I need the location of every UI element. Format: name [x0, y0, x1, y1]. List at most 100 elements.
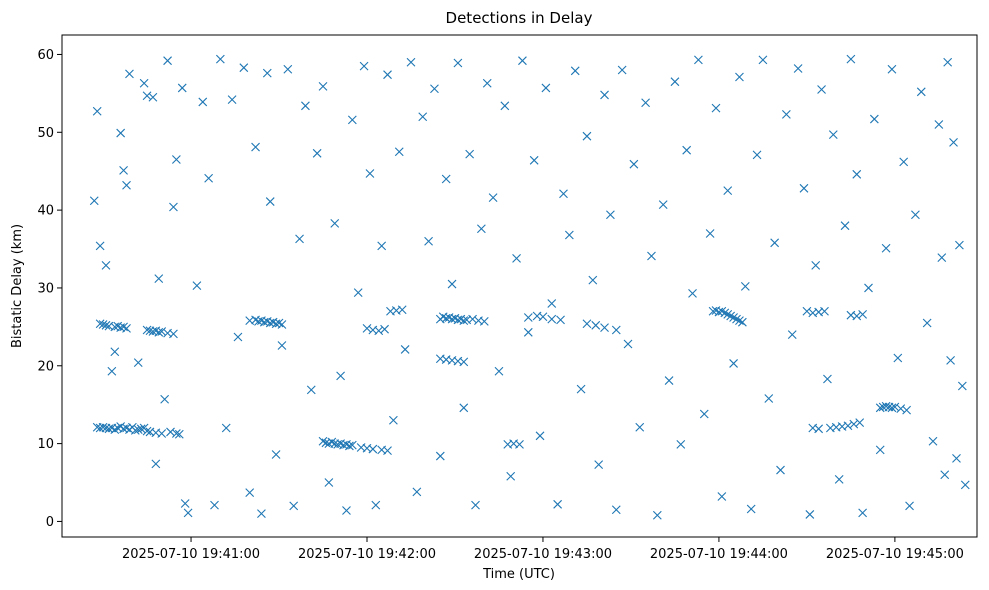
data-point-marker	[148, 92, 158, 102]
data-point-marker	[834, 475, 844, 484]
data-point-marker	[488, 193, 498, 203]
data-point-marker	[397, 305, 407, 315]
data-point-marker	[629, 159, 639, 169]
data-point-marker	[239, 63, 249, 73]
data-point-marker	[538, 312, 548, 322]
data-point-marker	[459, 357, 469, 367]
data-point-marker	[98, 320, 108, 329]
data-point-marker	[312, 148, 322, 158]
data-point-marker	[198, 97, 208, 107]
data-point-marker	[136, 424, 146, 434]
y-tick-label: 50	[37, 126, 54, 141]
data-point-marker	[251, 142, 260, 152]
y-tick-label: 30	[37, 281, 54, 296]
y-tick-label: 60	[37, 48, 54, 63]
data-point-marker	[368, 444, 378, 454]
data-point-marker	[682, 145, 692, 155]
data-point-marker	[383, 446, 392, 455]
data-point-marker	[676, 439, 686, 449]
data-point-marker	[359, 61, 369, 71]
data-point-marker	[133, 425, 143, 434]
data-point-marker	[764, 394, 774, 403]
data-point-marker	[342, 506, 351, 515]
data-point-marker	[125, 69, 134, 79]
data-point-marker	[119, 322, 128, 332]
y-tick-label: 40	[37, 204, 54, 219]
data-point-marker	[694, 55, 703, 65]
x-tick-label: 2025-07-10 19:44:00	[650, 547, 788, 562]
data-point-marker	[430, 84, 439, 94]
data-point-marker	[151, 459, 161, 469]
data-point-marker	[110, 347, 120, 357]
data-point-marker	[814, 424, 824, 434]
data-point-marker	[828, 130, 838, 140]
data-point-marker	[858, 310, 868, 319]
y-tick-label: 20	[37, 359, 54, 374]
data-point-marker	[163, 56, 172, 66]
data-point-marker	[154, 327, 164, 337]
data-point-marker	[611, 505, 621, 515]
data-point-marker	[952, 454, 961, 463]
data-point-marker	[98, 422, 108, 432]
data-point-marker	[723, 310, 733, 319]
data-point-marker	[559, 189, 568, 199]
data-point-marker	[922, 318, 932, 328]
data-point-marker	[623, 339, 633, 349]
data-point-marker	[726, 311, 736, 321]
x-tick-label: 2025-07-10 19:42:00	[298, 547, 436, 562]
data-point-marker	[823, 374, 832, 384]
data-point-marker	[441, 174, 451, 184]
data-point-marker	[476, 224, 486, 234]
data-point-marker	[301, 101, 310, 111]
data-point-marker	[101, 260, 111, 270]
data-point-marker	[169, 202, 178, 212]
plot-area	[89, 54, 970, 520]
data-point-marker	[890, 402, 900, 412]
data-point-marker	[277, 341, 287, 350]
data-point-marker	[154, 274, 164, 283]
data-point-marker	[547, 299, 557, 308]
data-point-marker	[174, 429, 184, 439]
data-point-marker	[101, 320, 111, 330]
data-point-marker	[130, 425, 140, 435]
data-point-marker	[758, 55, 768, 65]
data-point-marker	[459, 316, 469, 326]
data-point-marker	[324, 478, 334, 487]
data-point-marker	[955, 240, 964, 250]
data-point-marker	[336, 371, 345, 381]
data-point-marker	[600, 323, 609, 333]
data-point-marker	[817, 85, 826, 94]
data-point-marker	[911, 210, 920, 220]
data-point-marker	[960, 480, 970, 490]
data-point-marker	[92, 106, 102, 116]
data-point-marker	[811, 260, 821, 270]
data-point-marker	[582, 131, 592, 141]
data-point-marker	[547, 314, 557, 324]
data-point-marker	[400, 345, 410, 354]
data-point-marker	[896, 404, 906, 413]
data-point-marker	[377, 241, 387, 251]
data-point-marker	[787, 330, 797, 340]
data-point-marker	[793, 64, 803, 73]
data-point-marker	[435, 451, 445, 461]
data-point-marker	[116, 128, 126, 138]
data-point-marker	[142, 426, 152, 436]
data-point-marker	[664, 376, 674, 385]
y-tick-label: 10	[37, 437, 54, 452]
data-point-marker	[735, 316, 744, 326]
data-point-marker	[899, 157, 909, 167]
data-point-marker	[893, 353, 903, 363]
data-point-marker	[133, 358, 143, 368]
data-point-marker	[447, 279, 457, 289]
data-point-marker	[479, 317, 489, 326]
x-tick-label: 2025-07-10 19:45:00	[826, 547, 964, 562]
data-point-marker	[122, 324, 131, 333]
data-point-marker	[471, 500, 480, 510]
data-point-marker	[318, 81, 328, 91]
data-point-marker	[553, 499, 563, 509]
data-point-marker	[506, 471, 516, 481]
data-point-marker	[541, 83, 551, 93]
data-point-marker	[233, 332, 243, 342]
y-tick-label: 0	[46, 515, 54, 530]
data-point-marker	[570, 66, 580, 76]
